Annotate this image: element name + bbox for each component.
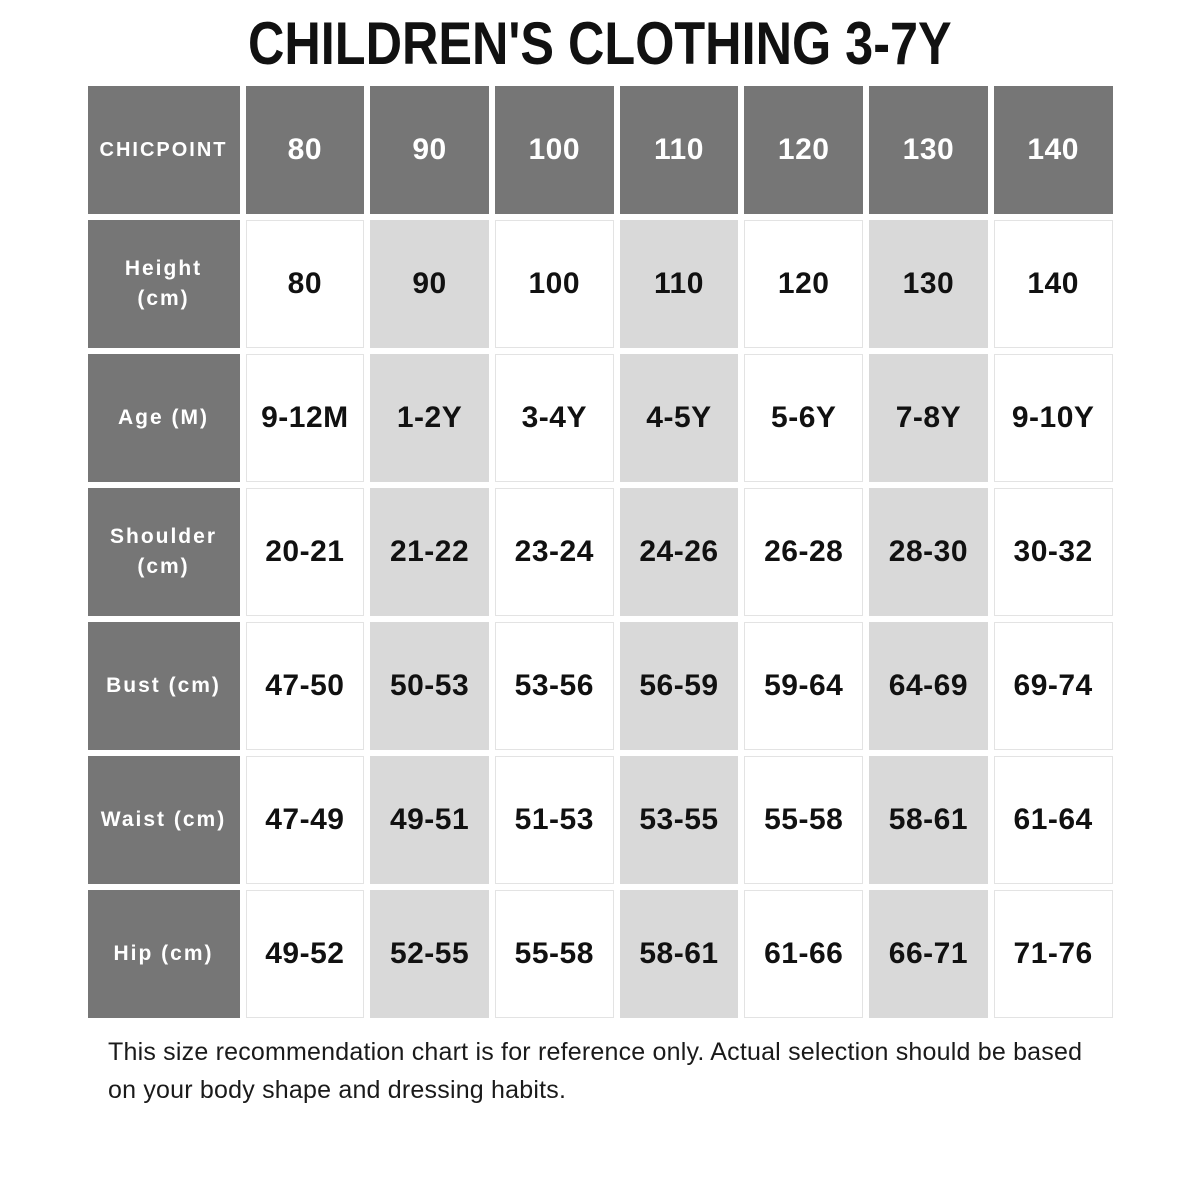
table-cell: 100	[494, 220, 614, 348]
table-cell: 30-32	[993, 488, 1113, 616]
table-cell: 69-74	[993, 622, 1113, 750]
column-header-cell: 130	[869, 86, 988, 214]
page-title: CHILDREN'S CLOTHING 3-7Y	[248, 9, 952, 77]
table-cell: 61-64	[993, 756, 1113, 884]
table-cell: 7-8Y	[869, 354, 988, 482]
row-header-shoulder: Shoulder (cm)	[87, 488, 240, 616]
title-container: CHILDREN'S CLOTHING 3-7Y	[0, 0, 1200, 86]
table-cell: 5-6Y	[744, 354, 864, 482]
table-cell: 1-2Y	[370, 354, 489, 482]
table-cell: 51-53	[494, 756, 614, 884]
table-cell: 140	[993, 220, 1113, 348]
table-cell: 59-64	[744, 622, 864, 750]
table-cell: 20-21	[245, 488, 365, 616]
table-cell: 120	[744, 220, 864, 348]
table-cell: 24-26	[619, 488, 739, 616]
size-table: CHICPOINT 80 90 100 110 120 130 140 Heig…	[87, 86, 1113, 1018]
table-cell: 50-53	[370, 622, 489, 750]
table-cell: 4-5Y	[619, 354, 739, 482]
table-cell: 23-24	[494, 488, 614, 616]
table-cell: 80	[245, 220, 365, 348]
row-header-waist: Waist (cm)	[87, 756, 240, 884]
table-cell: 71-76	[993, 890, 1113, 1018]
table-cell: 56-59	[619, 622, 739, 750]
column-header-cell: 120	[744, 86, 864, 214]
row-header-hip: Hip (cm)	[87, 890, 240, 1018]
row-header-age: Age (M)	[87, 354, 240, 482]
table-cell: 9-12M	[245, 354, 365, 482]
table-cell: 110	[619, 220, 739, 348]
column-header-cell: 110	[619, 86, 739, 214]
table-cell: 66-71	[869, 890, 988, 1018]
table-cell: 49-51	[370, 756, 489, 884]
table-cell: 53-56	[494, 622, 614, 750]
table-cell: 9-10Y	[993, 354, 1113, 482]
table-cell: 26-28	[744, 488, 864, 616]
table-cell: 47-49	[245, 756, 365, 884]
table-cell: 90	[370, 220, 489, 348]
disclaimer-line-1: This size recommendation chart is for re…	[108, 1038, 1083, 1066]
table-cell: 55-58	[494, 890, 614, 1018]
disclaimer-text: This size recommendation chart is for re…	[108, 1034, 1118, 1109]
table-cell: 58-61	[619, 890, 739, 1018]
table-cell: 49-52	[245, 890, 365, 1018]
disclaimer-line-2: on your body shape and dressing habits.	[108, 1075, 567, 1104]
table-cell: 130	[869, 220, 988, 348]
table-cell: 64-69	[869, 622, 988, 750]
table-cell: 47-50	[245, 622, 365, 750]
table-cell: 3-4Y	[494, 354, 614, 482]
table-cell: 21-22	[370, 488, 489, 616]
table-cell: 28-30	[869, 488, 988, 616]
column-header-cell: 80	[245, 86, 365, 214]
column-header-cell: 100	[494, 86, 614, 214]
column-header-cell: 140	[993, 86, 1113, 214]
table-cell: 53-55	[619, 756, 739, 884]
table-cell: 55-58	[744, 756, 864, 884]
row-header-height: Height (cm)	[87, 220, 240, 348]
table-cell: 61-66	[744, 890, 864, 1018]
table-cell: 52-55	[370, 890, 489, 1018]
brand-header-cell: CHICPOINT	[87, 86, 240, 214]
column-header-cell: 90	[370, 86, 489, 214]
table-cell: 58-61	[869, 756, 988, 884]
row-header-bust: Bust (cm)	[87, 622, 240, 750]
